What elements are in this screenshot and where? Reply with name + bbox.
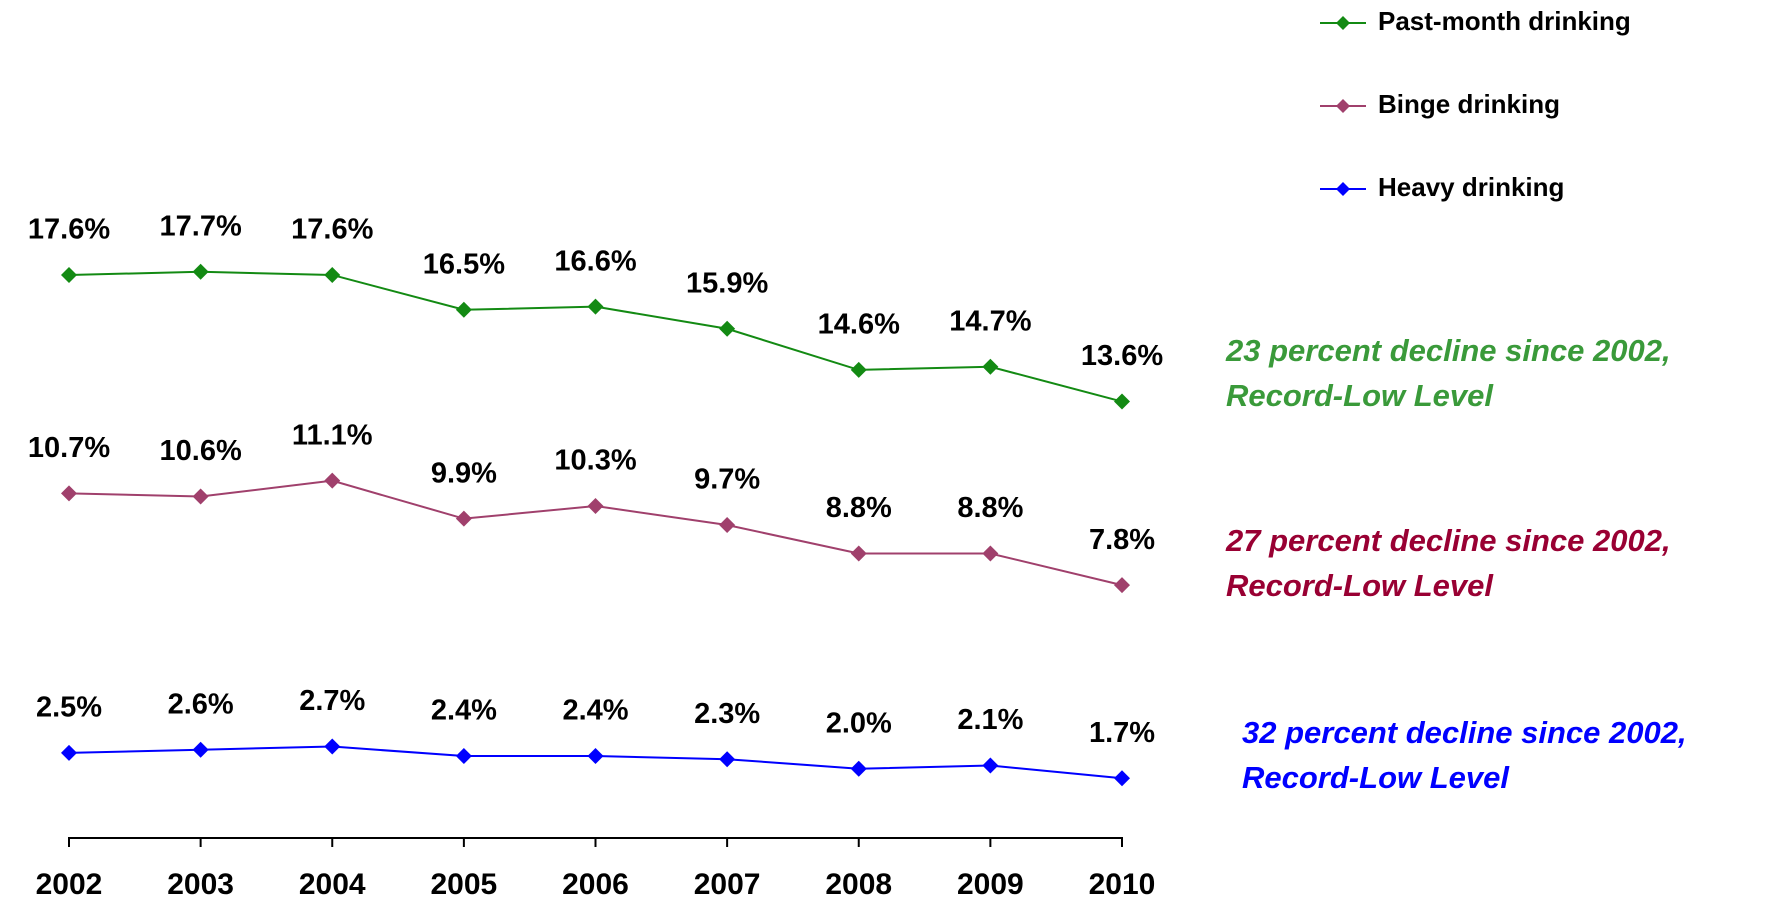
data-label: 2.1%	[957, 704, 1023, 736]
data-point	[982, 545, 999, 562]
data-point	[61, 744, 77, 761]
legend-marker	[1336, 182, 1350, 196]
x-tick-label: 2002	[36, 868, 103, 899]
data-label: 2.7%	[299, 685, 365, 717]
data-point	[192, 741, 209, 758]
legend-label: Binge drinking	[1378, 89, 1560, 119]
x-tick-label: 2008	[825, 868, 892, 899]
annotation: 23 percent decline since 2002,	[1225, 333, 1671, 368]
data-point	[587, 298, 604, 315]
legend-marker	[1336, 99, 1350, 113]
data-label: 2.3%	[694, 698, 760, 730]
data-point	[324, 738, 341, 755]
data-label: 10.3%	[554, 445, 636, 477]
data-point	[1114, 577, 1130, 594]
data-point	[1114, 770, 1130, 787]
data-label: 2.4%	[431, 695, 497, 727]
data-label: 11.1%	[292, 419, 373, 451]
data-label: 2.4%	[562, 695, 628, 727]
data-point	[719, 751, 736, 768]
data-label: 9.9%	[431, 457, 497, 489]
data-label: 10.7%	[28, 432, 110, 464]
data-label: 16.6%	[554, 245, 636, 277]
data-point	[192, 263, 209, 280]
data-point	[719, 516, 736, 533]
data-label: 14.6%	[818, 309, 900, 341]
data-point	[850, 545, 867, 562]
data-point	[850, 361, 867, 378]
data-point	[719, 320, 736, 337]
annotation: 32 percent decline since 2002,	[1242, 715, 1687, 750]
data-label: 8.8%	[826, 492, 892, 524]
data-label: 17.7%	[160, 210, 242, 242]
data-label: 17.6%	[291, 214, 373, 246]
data-label: 14.7%	[949, 305, 1031, 337]
x-tick-label: 2004	[299, 868, 366, 899]
data-point	[850, 760, 867, 777]
data-point	[1114, 393, 1130, 410]
x-tick-label: 2006	[562, 868, 629, 899]
data-label: 10.6%	[160, 435, 242, 467]
data-point	[455, 510, 472, 527]
data-point	[61, 266, 77, 283]
data-label: 2.6%	[168, 688, 234, 720]
data-label: 17.6%	[28, 214, 110, 246]
legend-marker	[1336, 16, 1350, 30]
data-point	[587, 498, 604, 515]
data-label: 7.8%	[1089, 524, 1155, 556]
data-label: 1.7%	[1089, 717, 1155, 749]
data-label: 9.7%	[694, 464, 760, 496]
x-tick-label: 2009	[957, 868, 1024, 899]
x-tick-label: 2005	[431, 868, 498, 899]
data-point	[324, 266, 341, 283]
data-point	[455, 301, 472, 318]
data-point	[455, 748, 472, 765]
data-point	[982, 757, 999, 774]
data-label: 2.5%	[36, 692, 102, 724]
annotation: Record-Low Level	[1226, 568, 1494, 603]
legend-label: Past-month drinking	[1378, 6, 1631, 36]
data-label: 13.6%	[1081, 340, 1163, 372]
x-tick-label: 2010	[1089, 868, 1156, 899]
data-label: 15.9%	[686, 267, 768, 299]
data-point	[982, 358, 999, 375]
data-point	[192, 488, 209, 505]
x-tick-label: 2003	[167, 868, 234, 899]
annotation: Record-Low Level	[1242, 760, 1510, 795]
annotation: 27 percent decline since 2002,	[1225, 523, 1671, 558]
legend-label: Heavy drinking	[1378, 172, 1564, 202]
x-tick-label: 2007	[694, 868, 761, 899]
data-point	[587, 748, 604, 765]
data-label: 2.0%	[826, 707, 892, 739]
data-point	[324, 472, 341, 489]
data-label: 16.5%	[423, 248, 505, 280]
annotation: Record-Low Level	[1226, 378, 1494, 413]
data-point	[61, 485, 77, 502]
data-label: 8.8%	[957, 492, 1023, 524]
